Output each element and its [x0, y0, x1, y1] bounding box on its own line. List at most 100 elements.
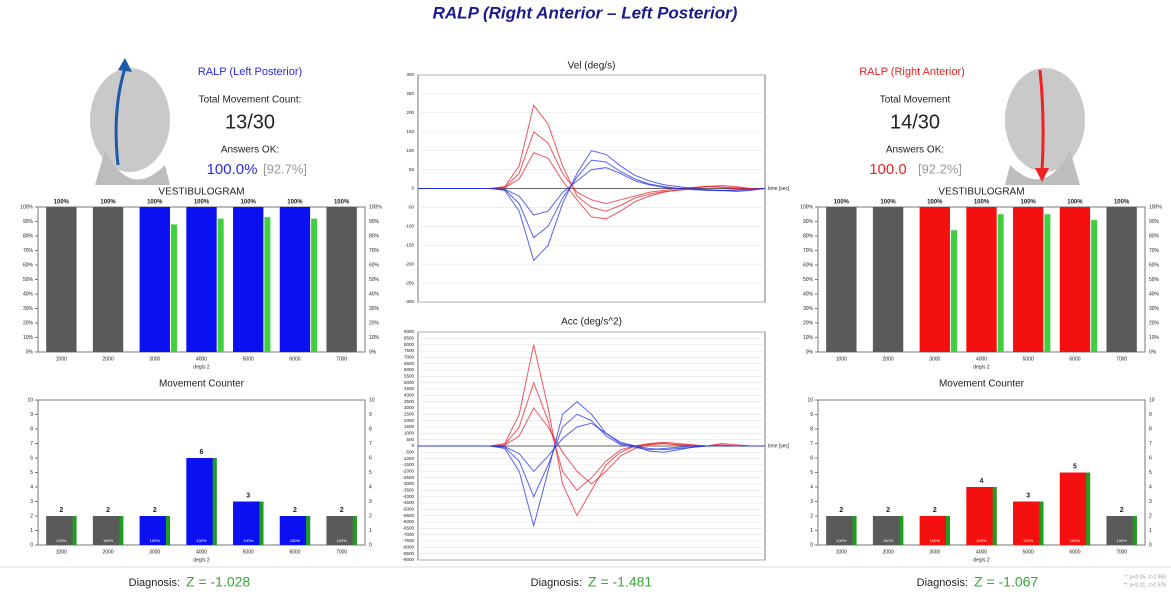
y-tick-label: -2500	[402, 475, 414, 480]
x-tick-label: 1000	[56, 356, 67, 362]
answers-ok-strip	[1086, 472, 1091, 545]
y-tick-label: -50	[407, 205, 414, 210]
y-tick-label: 5	[30, 470, 33, 476]
y-tick-label: 90%	[23, 219, 34, 225]
y2-tick-label: 20%	[369, 320, 380, 326]
x-tick-label: 3000	[929, 549, 940, 555]
y-tick-label: 80%	[803, 233, 814, 239]
x-axis-label: deg/s 2	[193, 364, 210, 370]
x-tick-label: 3000	[149, 549, 160, 555]
bar	[966, 487, 997, 545]
y-tick-label: 8	[810, 426, 813, 432]
bar	[872, 516, 904, 545]
y2-tick-label: 10	[369, 397, 375, 403]
bar	[326, 207, 357, 352]
y-tick-label: 10	[807, 397, 813, 403]
y-tick-label: 20%	[803, 320, 814, 326]
y-tick-label: 4	[30, 484, 33, 490]
x-tick-label: 5000	[243, 549, 254, 555]
y-tick-label: 10%	[803, 335, 814, 341]
value-label: 100%	[1021, 200, 1037, 206]
y-tick-label: -1500	[402, 462, 414, 467]
y2-tick-label: 30%	[369, 306, 380, 312]
bar	[872, 207, 904, 352]
x-tick-label: 4000	[196, 549, 207, 555]
y2-tick-label: 0	[369, 542, 372, 548]
y-tick-label: 1	[30, 528, 33, 534]
diagnosis-label: Diagnosis:	[917, 577, 968, 589]
y-tick-label: -6500	[402, 526, 414, 531]
footnote: **: p<0.01, z>2.576	[1123, 582, 1166, 588]
x-axis-label: deg/s 2	[973, 364, 990, 370]
bar	[1013, 207, 1044, 352]
y-tick-label: 0%	[806, 349, 814, 355]
y-tick-label: 70%	[803, 248, 814, 254]
y2-tick-label: 4	[1149, 484, 1152, 490]
y-tick-label: -3500	[402, 488, 414, 493]
y2-tick-label: 6	[1149, 455, 1152, 461]
value-label: 100%	[834, 200, 850, 206]
y-tick-label: 50%	[23, 277, 34, 283]
bar	[826, 207, 857, 352]
y-tick-label: -150	[405, 242, 415, 247]
inner-label: 100%	[1117, 538, 1128, 543]
y-tick-label: 0	[411, 186, 414, 191]
y-tick-label: 30%	[803, 306, 814, 312]
y-tick-label: 2000	[404, 418, 415, 423]
trace-line	[418, 422, 765, 473]
y-tick-label: 60%	[803, 262, 814, 268]
x-tick-label: 2000	[103, 356, 114, 362]
value-label: 3	[246, 492, 250, 499]
y-tick-label: -200	[405, 261, 415, 266]
bar	[139, 516, 170, 545]
y-tick-label: -3000	[402, 481, 414, 486]
y-tick-label: 2500	[404, 412, 415, 417]
value-label: 100%	[927, 200, 943, 206]
y-tick-label: 1000	[404, 431, 415, 436]
answers-ok-bar	[1044, 214, 1051, 352]
y-tick-label: 250	[406, 91, 414, 96]
value-label: 4	[980, 478, 984, 485]
y-tick-label: -4500	[402, 500, 414, 505]
bar	[233, 207, 264, 352]
y-tick-label: -2000	[402, 469, 414, 474]
bar	[46, 516, 77, 545]
value-label: 2	[293, 507, 297, 514]
y2-tick-label: 60%	[1149, 262, 1160, 268]
y2-tick-label: 80%	[1149, 233, 1160, 239]
y2-tick-label: 9	[1149, 412, 1152, 418]
y2-tick-label: 1	[369, 528, 372, 534]
chart-title: Acc (deg/s^2)	[561, 317, 622, 328]
y-tick-label: 9000	[404, 329, 415, 334]
y-tick-label: 6	[30, 455, 33, 461]
answers-ok-strip	[72, 516, 77, 545]
y-tick-label: 50	[409, 167, 415, 172]
inner-label: 100%	[1070, 538, 1081, 543]
y2-tick-label: 100%	[1149, 204, 1162, 210]
inner-label: 100%	[836, 538, 847, 543]
y-tick-label: 0%	[26, 349, 34, 355]
x-tick-label: 7000	[336, 356, 347, 362]
y-tick-label: 30%	[23, 306, 34, 312]
x-tick-label: 5000	[1023, 356, 1034, 362]
answers-ok-strip	[945, 516, 950, 545]
y-tick-label: -5000	[402, 507, 414, 512]
inner-label: 100%	[290, 538, 301, 543]
answers-ok-strip	[165, 516, 170, 545]
y-tick-label: 10	[27, 397, 33, 403]
y-tick-label: -8500	[402, 551, 414, 556]
chart-title: Movement Counter	[159, 379, 245, 390]
y2-tick-label: 1	[1149, 528, 1152, 534]
x-tick-label: 1000	[836, 356, 847, 362]
y-tick-label: -7000	[402, 532, 414, 537]
diagnosis-label: Diagnosis:	[129, 577, 180, 589]
y-tick-label: 4000	[404, 393, 415, 398]
inner-label: 100%	[150, 538, 161, 543]
inner-label: 100%	[196, 538, 207, 543]
y2-tick-label: 10%	[1149, 335, 1160, 341]
y-tick-label: 20%	[23, 320, 34, 326]
value-label: 5	[1073, 463, 1077, 470]
y-tick-label: 50%	[803, 277, 814, 283]
value-label: 100%	[54, 200, 70, 206]
